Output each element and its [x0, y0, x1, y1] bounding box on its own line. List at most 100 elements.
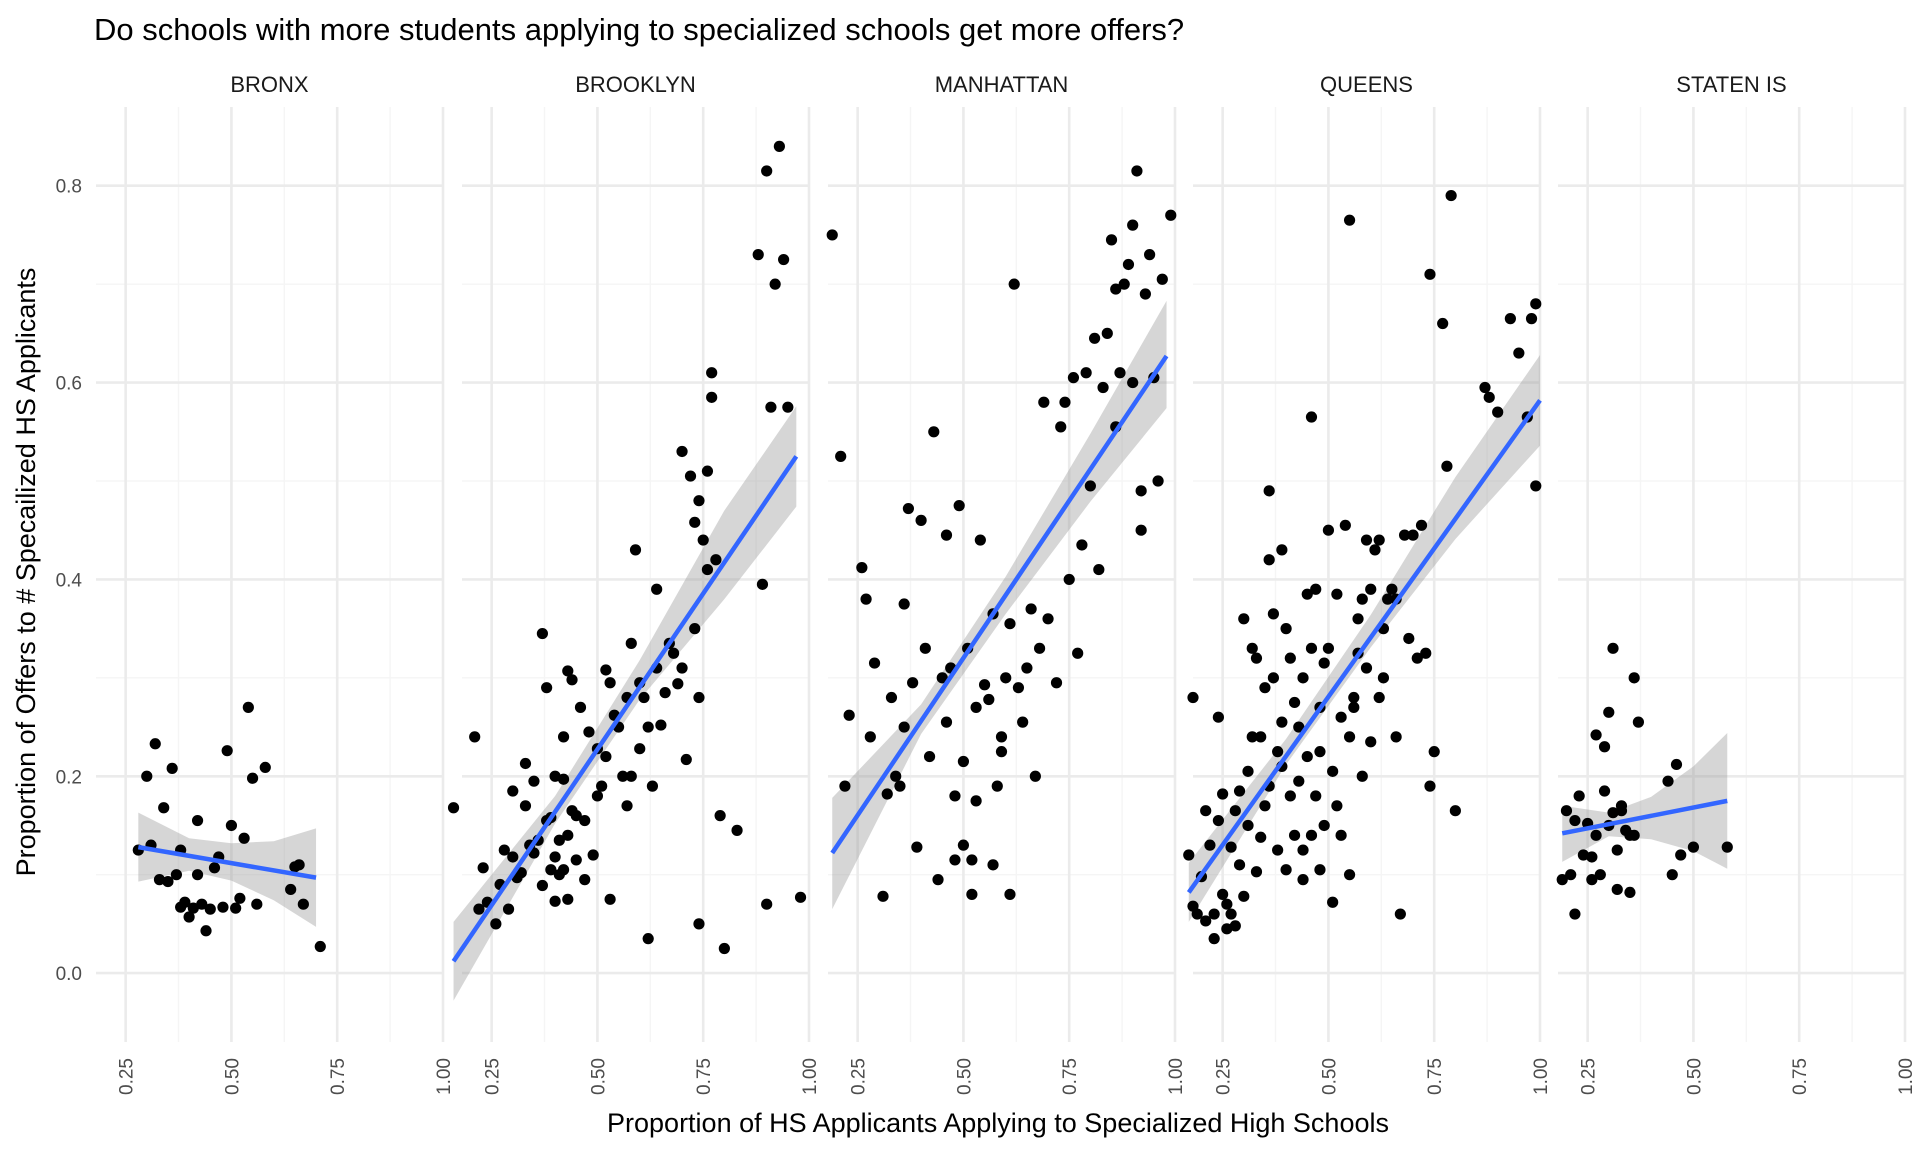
data-point — [902, 502, 915, 515]
data-point — [701, 563, 714, 576]
data-point — [1525, 313, 1538, 325]
data-point — [1615, 800, 1628, 812]
x-tick-label: 0.25 — [1579, 1058, 1600, 1095]
data-point — [570, 854, 582, 866]
data-point — [587, 849, 599, 861]
data-point — [1365, 583, 1377, 595]
data-point — [1403, 632, 1415, 645]
data-point — [600, 750, 612, 763]
data-point — [1229, 920, 1241, 932]
data-point — [447, 802, 460, 814]
data-point — [778, 253, 790, 266]
data-point — [1632, 716, 1645, 728]
data-point — [549, 770, 561, 782]
data-point — [1225, 841, 1237, 853]
data-point — [1263, 554, 1275, 566]
data-point — [676, 662, 688, 674]
data-point — [974, 534, 986, 546]
data-point — [932, 874, 944, 886]
data-point — [782, 401, 794, 413]
data-point — [868, 657, 881, 669]
data-point — [769, 278, 781, 290]
chart-title: Do schools with more students applying t… — [94, 12, 1184, 47]
facet-panel: BROOKLYN 0.25 0.50 0.75 1.00 — [447, 72, 821, 1095]
data-point — [583, 726, 595, 738]
data-point — [230, 902, 242, 914]
data-point — [638, 691, 650, 704]
x-tick-label: 0.75 — [328, 1058, 349, 1095]
data-point — [1628, 829, 1640, 841]
data-point — [672, 678, 684, 690]
data-point — [1449, 805, 1461, 817]
facet-panel: MANHATTAN 0.25 0.50 0.75 1.00 — [826, 72, 1187, 1095]
data-point — [881, 788, 893, 800]
data-point — [153, 874, 166, 886]
data-point — [574, 701, 587, 713]
data-point — [1250, 652, 1263, 664]
data-point — [1225, 908, 1237, 920]
data-point — [966, 854, 978, 866]
data-point — [221, 745, 233, 757]
data-point — [196, 898, 208, 910]
data-point — [898, 598, 910, 610]
data-point — [1348, 691, 1360, 704]
data-point — [469, 731, 481, 743]
data-point — [1305, 642, 1318, 654]
data-point — [1297, 672, 1309, 684]
data-point — [706, 367, 718, 379]
data-point — [579, 874, 591, 886]
data-point — [562, 829, 574, 841]
data-point — [297, 898, 309, 910]
data-point — [519, 800, 532, 812]
data-point — [919, 642, 931, 654]
x-tick-label: 1.00 — [1896, 1058, 1917, 1095]
facet-panel: QUEENS 0.25 0.50 0.75 1.00 — [1183, 72, 1552, 1095]
data-point — [940, 716, 953, 728]
data-point — [1238, 613, 1250, 625]
data-point — [1310, 790, 1322, 802]
data-point — [1238, 890, 1250, 902]
data-point — [1530, 298, 1542, 310]
data-point — [651, 583, 663, 595]
data-point — [915, 514, 927, 526]
data-point — [890, 770, 902, 782]
y-axis-ticks: 0.0 0.2 0.4 0.6 0.8 — [56, 177, 83, 985]
data-point — [1276, 544, 1288, 556]
data-point — [1114, 367, 1126, 379]
data-point — [864, 731, 876, 743]
data-point — [170, 869, 183, 881]
x-tick-label: 0.75 — [1790, 1058, 1811, 1095]
data-point — [259, 761, 271, 774]
regression-line — [137, 844, 317, 880]
data-point — [1556, 874, 1568, 886]
data-point — [625, 637, 637, 649]
data-point — [625, 770, 637, 782]
data-point — [1445, 189, 1457, 202]
data-point — [856, 562, 868, 574]
data-point — [835, 450, 847, 462]
y-tick-label: 0.2 — [56, 767, 82, 788]
data-point — [1343, 869, 1356, 881]
data-point — [528, 775, 540, 787]
data-point — [953, 500, 965, 512]
data-point — [141, 770, 153, 782]
data-point — [1280, 864, 1292, 876]
data-point — [1156, 273, 1168, 285]
data-point — [1276, 716, 1288, 728]
facet-strip-label: BROOKLYN — [575, 72, 696, 97]
data-point — [183, 911, 195, 923]
data-point — [1012, 682, 1025, 694]
data-point — [898, 721, 910, 733]
data-point — [1530, 480, 1542, 492]
data-point — [885, 691, 898, 704]
data-point — [1335, 711, 1347, 723]
data-point — [285, 883, 297, 896]
data-point — [1675, 849, 1687, 861]
data-point — [1004, 888, 1016, 900]
data-point — [936, 672, 948, 684]
data-point — [794, 891, 807, 903]
data-point — [1131, 165, 1143, 177]
data-point — [1424, 268, 1436, 280]
